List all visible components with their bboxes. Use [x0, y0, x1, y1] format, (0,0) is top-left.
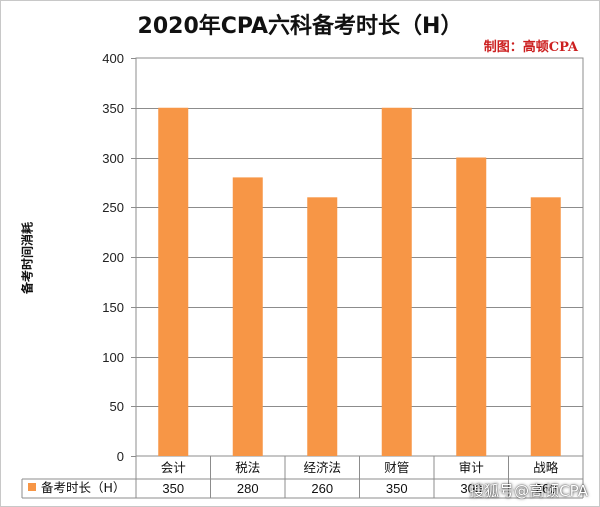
y-tick-label: 300	[102, 151, 124, 166]
bar-5	[456, 157, 487, 456]
y-tick-label: 100	[102, 350, 124, 365]
y-tick-label: 250	[102, 200, 124, 215]
x-category-label: 战略	[533, 460, 559, 475]
x-category-label: 财管	[384, 460, 409, 475]
table-value: 300	[460, 481, 482, 496]
table-value: 260	[535, 481, 557, 496]
x-category-label: 经济法	[303, 460, 341, 475]
y-tick-label: 0	[117, 449, 124, 464]
y-tick-label: 200	[102, 250, 124, 265]
y-tick-label: 150	[102, 300, 124, 315]
x-category-label: 审计	[459, 460, 484, 475]
y-tick-label: 50	[110, 399, 124, 414]
bar-2	[232, 177, 263, 456]
chart-credit: 制图：高顿CPA	[483, 40, 578, 55]
table-value: 260	[311, 481, 333, 496]
legend-label: 备考时长（H）	[41, 480, 125, 495]
y-tick-label: 400	[102, 51, 124, 66]
bar-4	[381, 107, 412, 456]
bar-3	[307, 197, 338, 457]
table-value: 350	[386, 481, 408, 496]
chart-title: 2020年CPA六科备考时长（H）	[137, 14, 463, 39]
watermark: 搜狐号@高顿CPA	[469, 482, 588, 500]
bar-6	[530, 197, 561, 457]
table-value: 280	[237, 481, 259, 496]
legend-swatch	[28, 483, 36, 491]
table-value: 350	[162, 481, 184, 496]
x-category-label: 会计	[161, 460, 186, 475]
bar-1	[158, 107, 189, 456]
x-category-label: 税法	[235, 460, 260, 475]
y-tick-label: 350	[102, 101, 124, 116]
